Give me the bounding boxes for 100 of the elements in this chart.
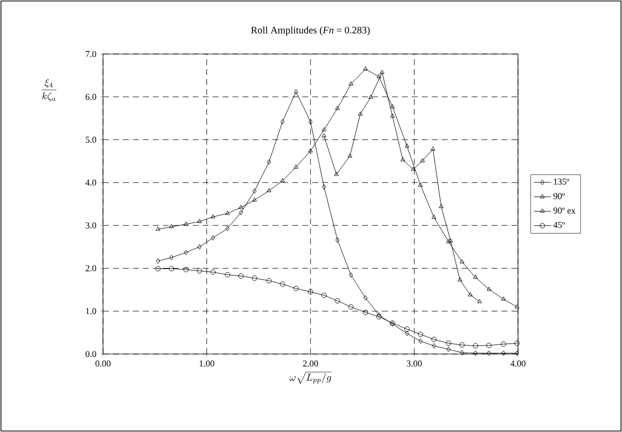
point [252,188,257,194]
point [335,237,340,243]
point [500,342,506,347]
point [184,250,188,256]
point [486,342,492,348]
point [418,182,423,187]
point [404,326,410,332]
point [380,70,384,74]
point [460,259,464,264]
point [390,114,395,118]
point [390,104,395,108]
point [210,270,216,275]
point [210,235,216,240]
point [363,66,368,70]
x-tick-label: 1.00 [200,360,214,367]
point [376,74,382,78]
point [280,282,286,287]
point [197,218,202,224]
point [430,146,436,151]
point [308,119,313,124]
point [252,198,257,202]
point [294,164,298,169]
point [184,222,188,226]
point [446,340,452,346]
y-tick-label: 2.0 [86,265,96,272]
point [280,178,285,182]
point [446,239,451,244]
point [501,350,506,356]
point [348,272,354,278]
point [362,310,368,316]
point [358,111,363,116]
point [348,81,354,86]
point [400,157,406,162]
point [472,343,478,348]
point [322,127,326,132]
point [486,286,492,291]
point [368,94,373,99]
y-tick-label: 1.0 [86,308,96,314]
point [335,106,340,110]
point [266,188,272,192]
point [280,119,285,124]
point [468,292,473,296]
y-tick-label: 3.0 [86,222,96,228]
point [432,214,436,219]
point [169,224,174,228]
legend-label: 90º [553,193,565,200]
point [459,342,465,348]
point [448,238,453,242]
legend-label: 90º ex [553,207,576,214]
y-tick-label: 0.0 [86,350,96,358]
point [410,166,416,171]
point [418,332,424,337]
y-tick-label: 7.0 [86,50,96,58]
y-tick-label: 5.0 [86,136,96,143]
point [225,210,230,215]
x-tick-label: 4.00 [510,360,526,367]
point [294,89,298,94]
point [308,289,314,294]
point [183,266,189,272]
point [293,286,299,292]
point [252,276,258,281]
x-tick-label: 3.00 [406,360,422,367]
point [376,314,382,320]
point [363,295,368,300]
x-tick-label: 2.00 [303,360,318,367]
point [197,244,202,250]
point [438,204,444,208]
legend-label: 135º [554,178,570,185]
point [458,277,462,282]
point [334,298,340,304]
point [224,272,230,278]
point [473,274,478,279]
point [460,350,464,356]
point [446,346,451,352]
point [418,338,423,344]
point [348,153,352,158]
point [322,184,326,190]
chart-title: Roll Amplitudes (Fn = 0.283) [251,26,370,36]
point [225,226,230,232]
point [420,158,425,162]
point [238,204,244,209]
point [431,336,437,342]
point [238,210,244,216]
point [196,268,202,274]
point [266,278,272,284]
point [473,350,478,356]
point [404,330,410,336]
y-tick-label: 6.0 [86,94,96,100]
x-axis-title: $\omega\sqrt{L_{pp}/g}$ [290,372,332,384]
point [308,148,313,152]
point [432,343,436,348]
point [486,350,491,356]
point [404,144,410,148]
point [210,214,216,218]
point [169,254,174,260]
point [376,312,382,318]
point [321,292,327,298]
point [348,304,354,310]
y-tick-label: 4.0 [85,180,96,186]
y-axis-title: $\frac{\xi_4}{k\zeta_a}$ [42,78,56,102]
